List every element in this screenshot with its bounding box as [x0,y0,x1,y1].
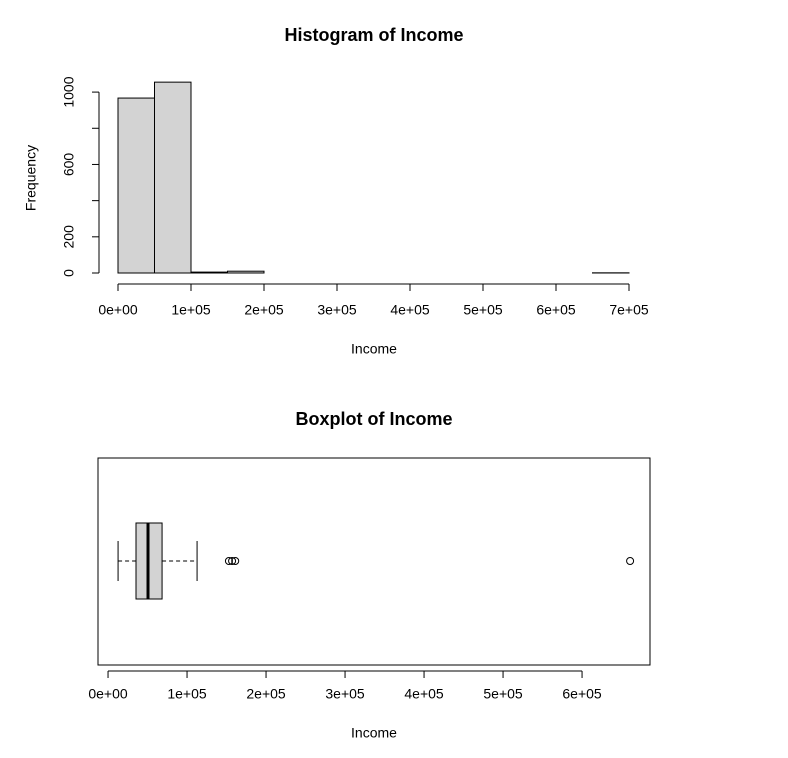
x-tick-label: 5e+05 [463,302,503,318]
y-tick-label: 0 [61,269,77,277]
plot-frame [97,457,651,666]
x-tick-label: 3e+05 [325,686,365,702]
y-tick-label: 200 [61,225,77,249]
x-tick-label: 7e+05 [609,302,649,318]
outlier [231,557,240,565]
x-tick-label: 2e+05 [246,686,286,702]
chart-title: Boxplot of Income [296,409,453,429]
x-tick-label: 2e+05 [244,302,284,318]
outlier [228,557,237,565]
x-tick-label: 4e+05 [390,302,430,318]
x-tick-label: 1e+05 [167,686,207,702]
x-tick-label: 0e+00 [88,686,128,702]
x-tick-label: 6e+05 [562,686,602,702]
x-axis-label: Income [351,341,397,357]
x-tick-label: 0e+00 [98,302,138,318]
outlier [626,557,635,565]
outlier [224,557,233,565]
x-tick-label: 6e+05 [536,302,576,318]
x-tick-label: 4e+05 [404,686,444,702]
x-tick-label: 1e+05 [171,302,211,318]
x-axis-label: Income [351,725,397,741]
bar [227,270,265,274]
x-tick-label: 3e+05 [317,302,357,318]
y-tick-label: 600 [61,153,77,177]
chart-title: Histogram of Income [284,25,463,45]
y-axis-label: Frequency [23,145,39,211]
y-tick-label: 1000 [61,76,77,107]
bar [154,81,192,274]
bar [117,97,155,274]
bar [190,271,228,274]
x-tick-label: 5e+05 [483,686,523,702]
